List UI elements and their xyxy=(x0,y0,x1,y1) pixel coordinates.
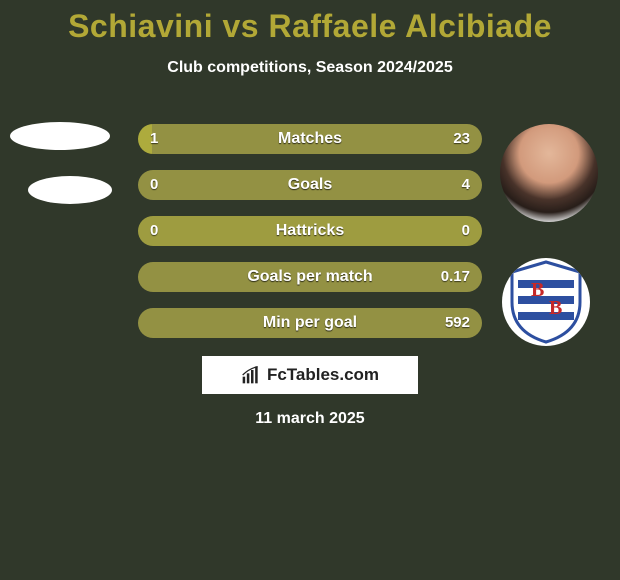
stat-row: 592Min per goal xyxy=(138,308,482,338)
player1-badge-placeholder xyxy=(28,176,112,204)
stat-row: 04Goals xyxy=(138,170,482,200)
player2-avatar xyxy=(500,124,598,222)
brand-text: FcTables.com xyxy=(267,365,379,385)
player2-team-badge: B B xyxy=(502,258,590,346)
stat-value-right: 0.17 xyxy=(441,262,470,292)
stat-row: 123Matches xyxy=(138,124,482,154)
page-title: Schiavini vs Raffaele Alcibiade xyxy=(0,8,620,45)
bar-right-fill xyxy=(138,170,482,200)
stat-value-right: 592 xyxy=(445,308,470,338)
stat-value-left: 0 xyxy=(150,216,158,246)
comparison-card: Schiavini vs Raffaele Alcibiade Club com… xyxy=(0,0,620,580)
stat-value-left: 1 xyxy=(150,124,158,154)
stat-row: 00Hattricks xyxy=(138,216,482,246)
bar-right-fill xyxy=(310,216,482,246)
bar-left-fill xyxy=(138,216,310,246)
svg-text:B: B xyxy=(549,297,562,319)
stat-value-right: 4 xyxy=(462,170,470,200)
bar-right-fill xyxy=(138,262,482,292)
brand-box: FcTables.com xyxy=(202,356,418,394)
svg-text:B: B xyxy=(531,279,544,301)
stat-row: 0.17Goals per match xyxy=(138,262,482,292)
player1-avatar-placeholder xyxy=(10,122,110,150)
shield-icon: B B xyxy=(502,258,590,346)
stat-value-left: 0 xyxy=(150,170,158,200)
stat-bars: 123Matches04Goals00Hattricks0.17Goals pe… xyxy=(138,124,482,354)
bar-right-fill xyxy=(138,308,482,338)
bars-growth-icon xyxy=(241,365,261,385)
stat-value-right: 23 xyxy=(453,124,470,154)
subtitle: Club competitions, Season 2024/2025 xyxy=(0,59,620,77)
stat-value-right: 0 xyxy=(462,216,470,246)
bar-right-fill xyxy=(152,124,482,154)
date-text: 11 march 2025 xyxy=(0,410,620,428)
